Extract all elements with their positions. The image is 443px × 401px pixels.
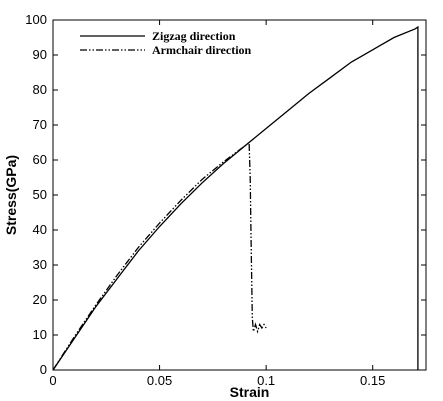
series-layer	[52, 25, 419, 371]
y-tick-label: 20	[33, 292, 47, 307]
y-tick-label: 40	[33, 222, 47, 237]
x-axis-label: Strain	[230, 384, 270, 400]
y-tick-label: 70	[33, 117, 47, 132]
x-tick-label: 0	[49, 373, 56, 388]
y-tick-label: 100	[25, 12, 47, 27]
plot-border	[52, 19, 427, 371]
legend-label: Armchair direction	[152, 43, 252, 57]
y-tick-label: 90	[33, 47, 47, 62]
y-tick-label: 80	[33, 82, 47, 97]
y-tick-label: 60	[33, 152, 47, 167]
y-tick-label: 50	[33, 187, 47, 202]
legend-label: Zigzag direction	[152, 29, 236, 43]
y-axis-label: Stress(GPa)	[3, 155, 19, 235]
y-tick-label: 10	[33, 327, 47, 342]
y-tick-label: 30	[33, 257, 47, 272]
plot-frame	[52, 19, 427, 371]
series-line-armchair	[52, 141, 267, 371]
x-tick-label: 0.05	[147, 373, 172, 388]
x-tick-label: 0.1	[257, 373, 275, 388]
series-line-zigzag	[52, 25, 419, 371]
axes-layer: 0 10 20 30 40 50 60 70 80 90 100 0 0.05 0.1 0.15	[25, 12, 426, 388]
y-tick-label: 0	[40, 362, 47, 377]
x-tick-label: 0.15	[360, 373, 385, 388]
